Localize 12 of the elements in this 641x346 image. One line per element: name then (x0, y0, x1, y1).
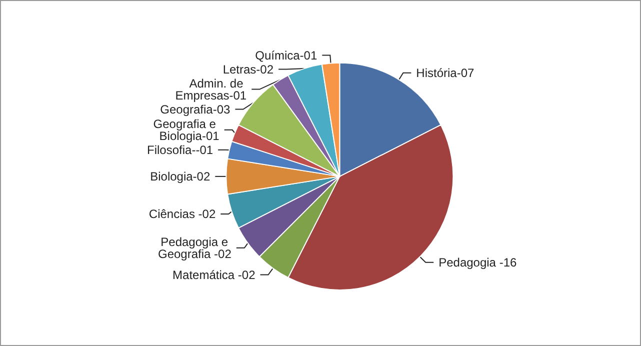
slice-label: Geografia-03 (160, 102, 231, 116)
slice-label: Letras-02 (222, 62, 274, 76)
slice-label: Biologia-02 (150, 169, 210, 184)
slice-label: Pedagogia -16 (438, 255, 517, 270)
slice-label: Admin. de Empresas-01 (175, 76, 247, 102)
slice-label: Pedagogia e Geografia -02 (158, 234, 232, 261)
slice-label: Geografia e Biologia-01 (153, 116, 220, 143)
slice-label: Química-01 (255, 48, 318, 62)
slice-label: Ciências -02 (148, 206, 216, 221)
slice-label: Filosofia--01 (147, 142, 214, 157)
slice-label: História-07 (416, 66, 475, 80)
slice-label: Matemática -02 (172, 268, 256, 282)
